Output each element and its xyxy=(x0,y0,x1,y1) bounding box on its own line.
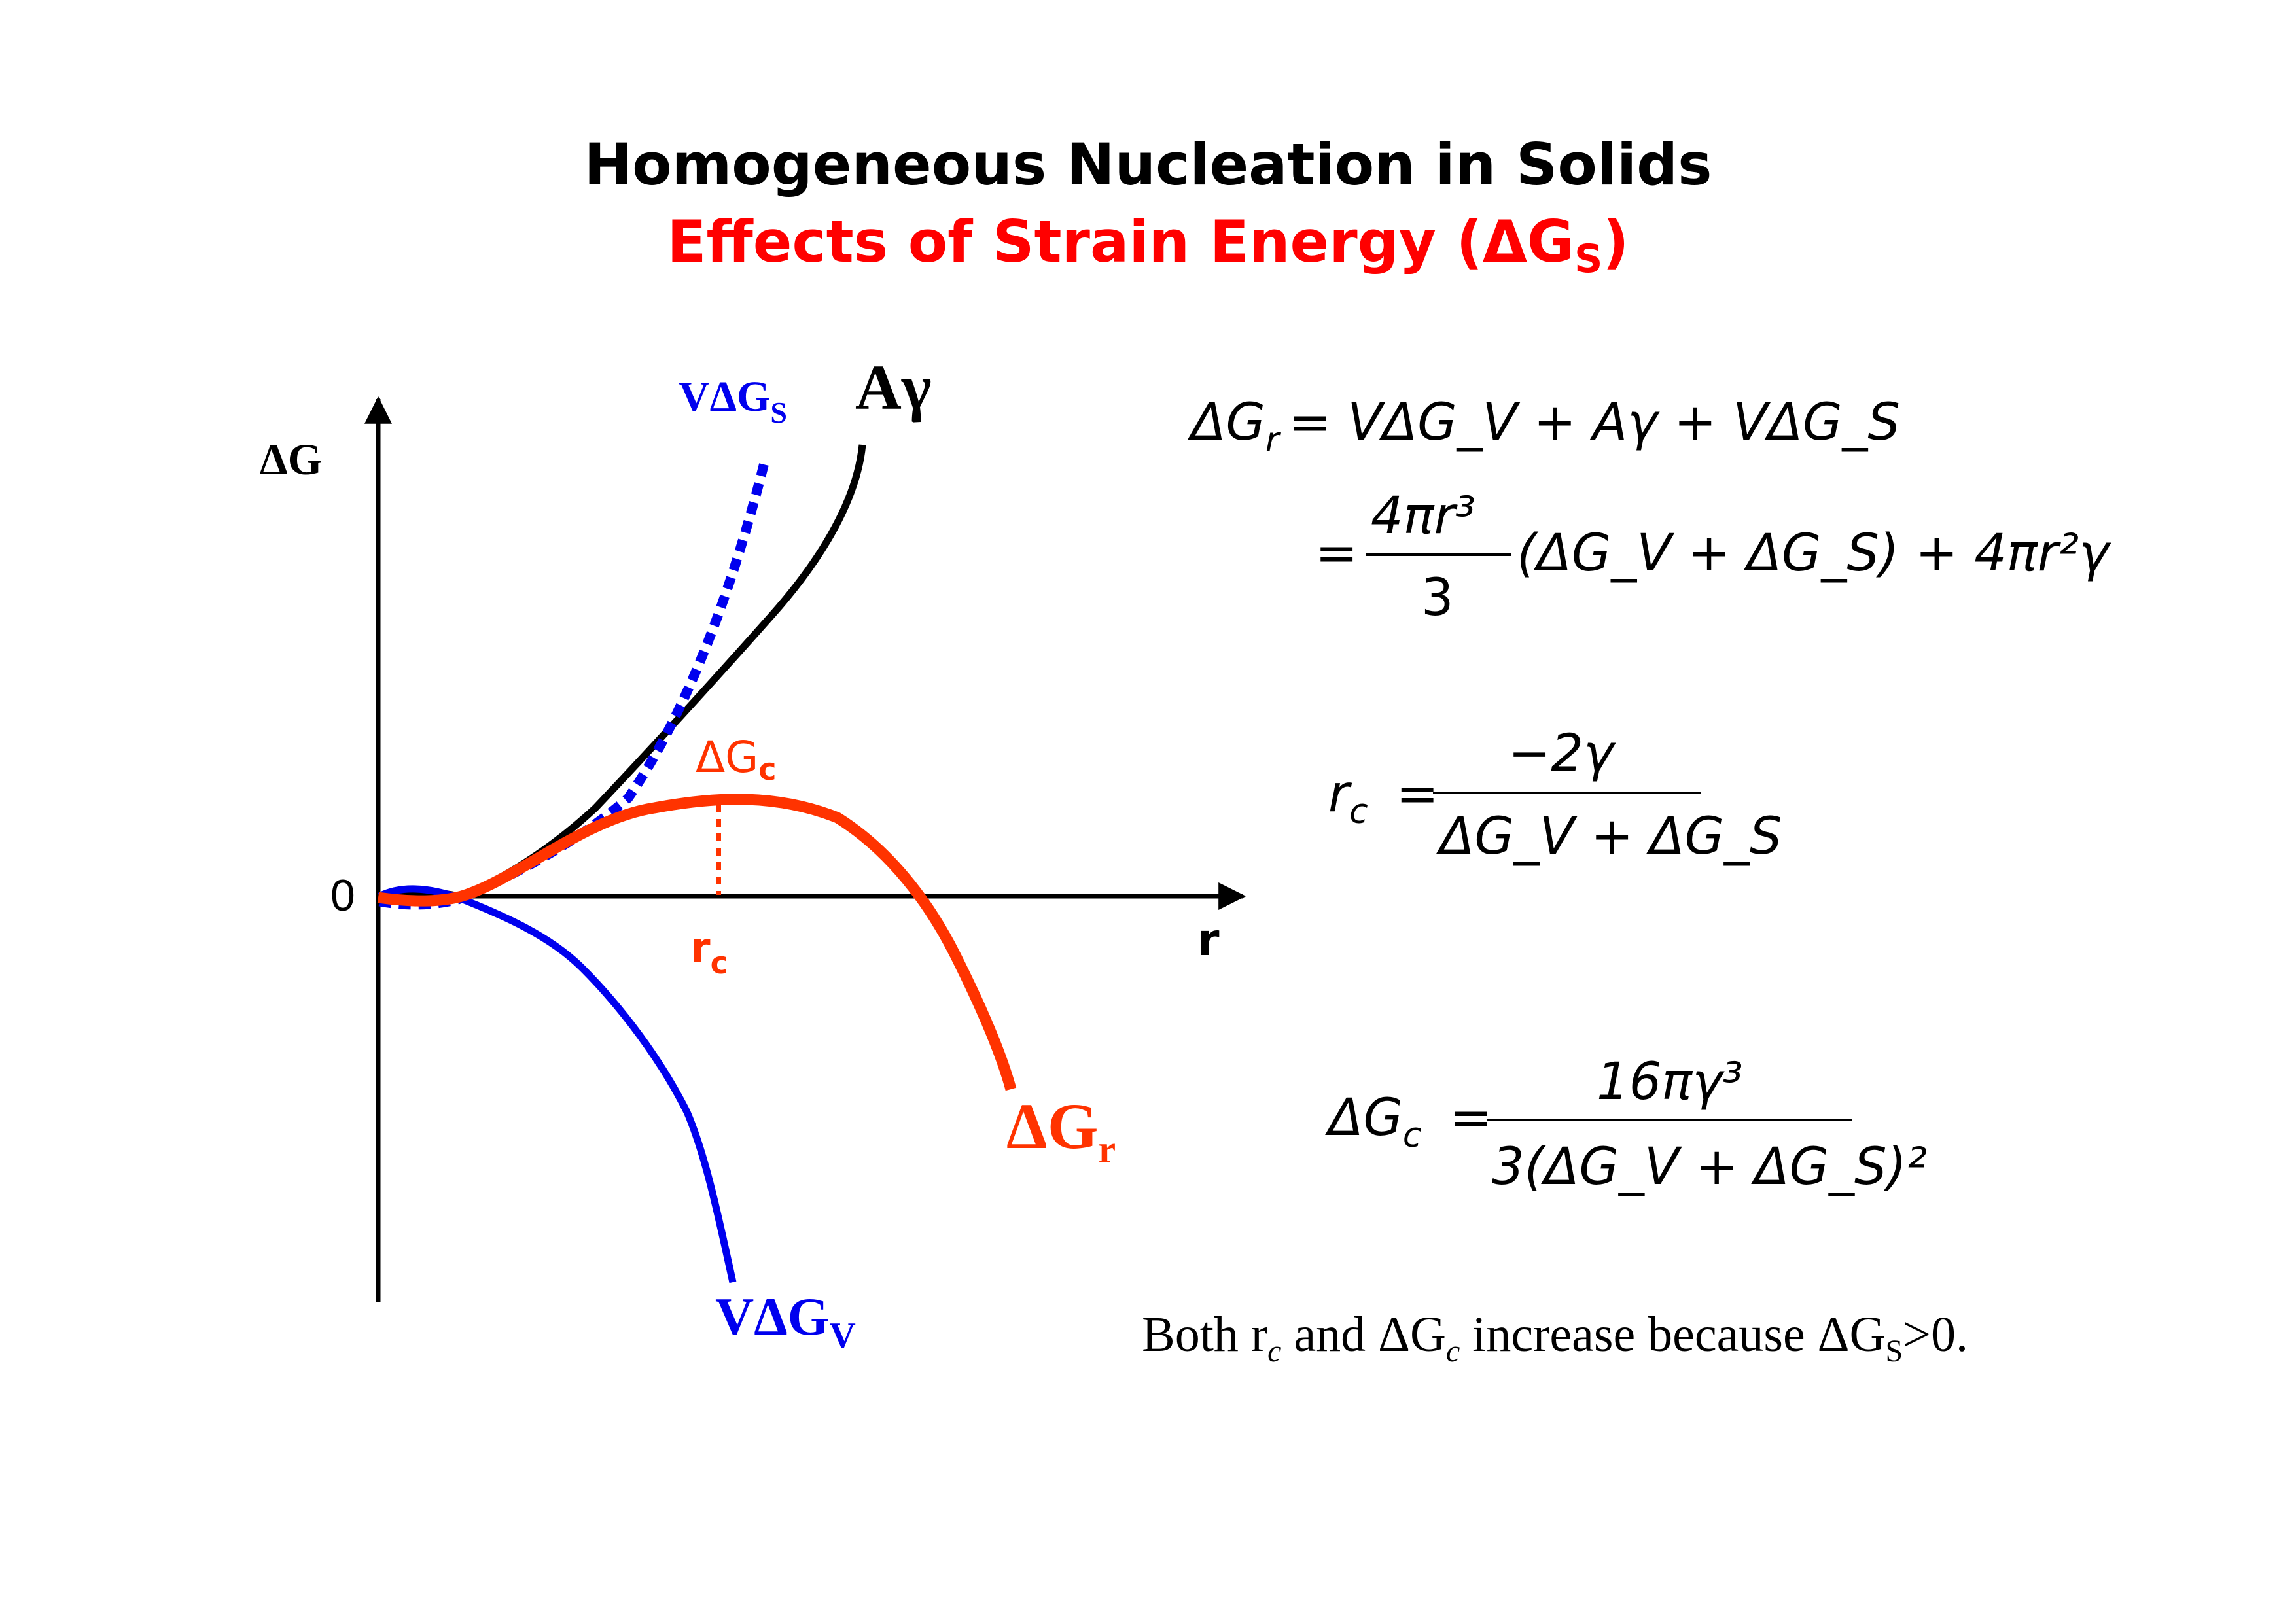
strain-curve-label: VΔGS xyxy=(679,373,787,429)
eq2-rest: (ΔG_V + ΔG_S) + 4πr²γ xyxy=(1517,524,2111,583)
volume-label-main: VΔG xyxy=(715,1287,829,1346)
eq3-numerator: −2γ xyxy=(1508,724,1616,783)
equation-1: ΔGr = VΔG_V + Aγ + VΔG_S xyxy=(1188,393,1900,460)
note-c: increase because ΔG xyxy=(1460,1307,1885,1362)
eq4-numerator: 16πγ³ xyxy=(1597,1053,1743,1111)
eq2-denominator: 3 xyxy=(1421,568,1454,627)
subtitle-prefix: Effects of Strain Energy ( xyxy=(667,208,1483,275)
eq2-numerator: 4πr³ xyxy=(1371,487,1475,546)
x-axis-label: r xyxy=(1197,915,1220,966)
equation-3-lhs: rc = xyxy=(1328,765,1439,831)
strain-label-main: VΔG xyxy=(679,373,770,421)
total-free-energy-curve xyxy=(377,794,1017,1091)
surface-curve-label: Aγ xyxy=(855,353,932,423)
eq2-equals: = xyxy=(1315,524,1358,583)
volume-curve-label: VΔGV xyxy=(715,1287,856,1356)
eq4-equals: = xyxy=(1433,1089,1492,1147)
total-label-main: ΔG xyxy=(1006,1090,1098,1162)
total-curve-label: ΔGr xyxy=(1006,1090,1116,1171)
eq3-equals: = xyxy=(1380,765,1439,824)
origin-label: 0 xyxy=(330,871,355,920)
slide-subtitle: Effects of Strain Energy (ΔGS) xyxy=(0,208,2296,282)
eq4-denominator: 3(ΔG_V + ΔG_S)² xyxy=(1492,1138,1927,1196)
critical-label-main: ΔG xyxy=(696,732,758,782)
subtitle-suffix: ) xyxy=(1602,208,1629,275)
rc-label-main: r xyxy=(690,924,711,971)
subtitle-sub: S xyxy=(1574,236,1603,282)
note-b: and ΔG xyxy=(1281,1307,1446,1362)
eq4-lhs-sub: c xyxy=(1403,1116,1422,1155)
rc-label-sub: c xyxy=(711,945,728,981)
note-b-sub: c xyxy=(1446,1334,1460,1369)
eq4-lhs: ΔG xyxy=(1325,1089,1403,1147)
total-label-sub: r xyxy=(1098,1128,1116,1171)
eq3-lhs-sub: c xyxy=(1349,792,1368,831)
critical-energy-label: ΔGc xyxy=(696,732,777,787)
slide-title: Homogeneous Nucleation in Solids xyxy=(584,131,1712,198)
strain-label-sub: S xyxy=(770,396,787,429)
note-d: >0. xyxy=(1903,1307,1968,1362)
note-a-sub: c xyxy=(1267,1334,1281,1369)
eq3-lhs: r xyxy=(1328,765,1352,824)
critical-label-sub: c xyxy=(758,752,776,787)
volume-label-sub: V xyxy=(829,1316,855,1356)
eq3-denominator: ΔG_V + ΔG_S xyxy=(1436,807,1782,866)
subtitle-symbol: ΔG xyxy=(1482,208,1575,275)
eq1-rhs: = VΔG_V + Aγ + VΔG_S xyxy=(1288,393,1900,452)
conclusion-note: Both rc and ΔGc increase because ΔGS>0. xyxy=(1142,1307,1968,1369)
note-a: Both r xyxy=(1142,1307,1267,1362)
volume-energy-curve xyxy=(378,885,737,1283)
equation-4-lhs: ΔGc = xyxy=(1325,1089,1492,1155)
note-c-sub: S xyxy=(1885,1334,1903,1369)
y-axis-label: ΔG xyxy=(260,434,323,484)
critical-radius-label: rc xyxy=(690,924,728,981)
eq1-lhs: ΔG xyxy=(1188,393,1265,452)
eq1-lhs-sub: r xyxy=(1265,421,1282,460)
surface-energy-curve xyxy=(379,444,866,901)
